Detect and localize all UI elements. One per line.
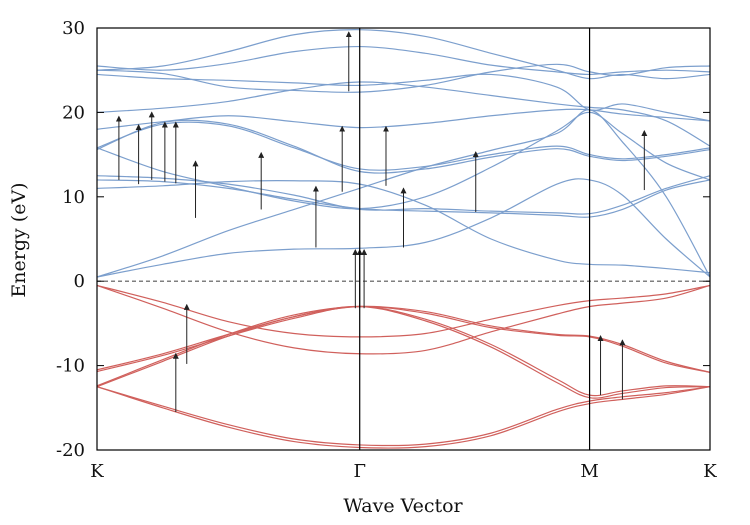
- x-tick-label: Γ: [353, 461, 366, 482]
- conduction-band-line: [96, 109, 711, 278]
- y-tick-label: 10: [62, 187, 85, 208]
- conduction-band-line: [96, 29, 711, 80]
- y-tick-label: -10: [56, 356, 85, 377]
- conduction-band-line: [96, 108, 711, 130]
- valence-band-line: [96, 284, 711, 338]
- conduction-band-line: [96, 179, 711, 274]
- transition-arrows: [115, 31, 648, 413]
- conduction-band-line: [96, 45, 711, 76]
- conduction-band-line: [96, 73, 711, 122]
- conduction-band-line: [96, 179, 711, 218]
- y-tick-label: -20: [56, 440, 85, 461]
- valence-band-line: [96, 284, 711, 355]
- valence-band-line: [96, 386, 711, 449]
- y-tick-label: 30: [62, 18, 85, 39]
- x-tick-label: M: [580, 461, 598, 482]
- band-lines: [96, 29, 711, 449]
- conduction-band-line: [96, 119, 711, 174]
- y-axis-ticks: -20 -10 0 10 20 30: [56, 18, 710, 461]
- x-tick-label: K: [90, 461, 104, 482]
- valence-band-line: [96, 305, 711, 399]
- conduction-band-line: [96, 81, 711, 147]
- y-tick-label: 20: [62, 102, 85, 123]
- conduction-band-line: [96, 178, 711, 278]
- conduction-band-line: [96, 121, 711, 171]
- axes-frame: [96, 27, 711, 451]
- conduction-band-line: [96, 111, 711, 210]
- plot-frame: [96, 27, 711, 451]
- conduction-band-line: [96, 63, 711, 93]
- conduction-band-line: [96, 175, 711, 215]
- x-tick-label: K: [703, 461, 717, 482]
- y-tick-label: 0: [74, 271, 85, 292]
- y-axis-title: Energy (eV): [8, 182, 30, 297]
- x-axis-title: Wave Vector: [343, 495, 463, 517]
